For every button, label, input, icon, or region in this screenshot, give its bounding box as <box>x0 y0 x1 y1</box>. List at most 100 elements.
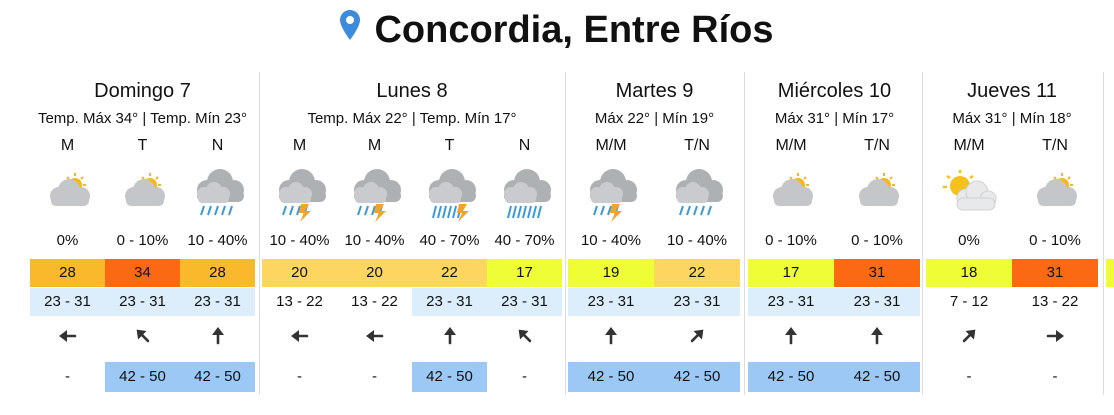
period-column: M/M 10 - 40% 19 23 - 31 42 - 50 <box>568 72 654 395</box>
period-label: T/N <box>864 137 890 154</box>
wind-gust-cell: - <box>522 368 527 385</box>
day-separator <box>922 72 923 395</box>
temperature-cell: 28 <box>30 259 105 287</box>
partly-cloudy-icon <box>1024 160 1086 222</box>
period-label: M/M <box>775 137 807 154</box>
period-column: M 10 - 40% 20 13 - 22 - <box>337 72 412 395</box>
day-name: Lunes 8 <box>376 80 448 102</box>
wind-gust-cell: 42 - 50 <box>105 362 180 392</box>
wind-gust-cell: - <box>966 368 972 385</box>
rain-probability: 0 - 10% <box>851 232 903 249</box>
period-label: M <box>292 137 307 154</box>
arrow-up-right-icon <box>926 325 1012 355</box>
day-separator <box>744 72 745 395</box>
temperature-range-cell: 23 - 31 <box>30 288 105 316</box>
day-name: Jueves 11 <box>967 80 1057 102</box>
wind-gust-cell: - <box>297 368 302 385</box>
thunderstorm-icon <box>269 160 331 222</box>
temperature-range-cell: 13 - 22 <box>351 293 398 310</box>
temperature-cell: 17 <box>487 259 562 287</box>
temperature-range-cell: 23 - 31 <box>654 288 740 316</box>
day-separator <box>565 72 566 395</box>
arrow-left-icon <box>337 325 412 355</box>
period-column: T/N 0 - 10% 31 13 - 22 - <box>1012 72 1098 395</box>
rain-probability: 0 - 10% <box>116 232 169 249</box>
wind-gust-cell: 42 - 50 <box>748 362 834 392</box>
period-label: M/M <box>595 137 627 154</box>
day-column: Domingo 7 Temp. Máx 34° | Temp. Mín 23° M 0… <box>30 72 255 395</box>
rain-cloud-icon <box>666 160 728 222</box>
temperature-cell: 17 <box>748 259 834 287</box>
location-pin-icon <box>340 9 361 40</box>
day-temperature-summary: Temp. Máx 22° | Temp. Mín 17° <box>307 110 517 127</box>
temperature-cell: 28 <box>180 259 255 287</box>
period-label: T <box>444 137 455 154</box>
arrow-up-icon <box>834 325 920 355</box>
day-name: Miércoles 10 <box>777 80 892 102</box>
period-column: T 0 - 10% 34 23 - 31 42 - 50 <box>105 72 180 395</box>
day-name: Domingo 7 <box>94 80 191 102</box>
day-column: Miércoles 10 Máx 31° | Mín 17° M/M 0 - 10% 1… <box>748 72 921 395</box>
temperature-cell: 34 <box>105 259 180 287</box>
period-label: T/N <box>1042 137 1068 154</box>
arrow-left-icon <box>30 325 105 355</box>
day-temperature-summary: Máx 22° | Mín 19° <box>594 110 715 127</box>
temperature-range-cell: 23 - 31 <box>487 288 562 316</box>
thunderstorm-icon <box>344 160 406 222</box>
temperature-range-cell: 13 - 22 <box>276 293 323 310</box>
temperature-cell: 20 <box>337 259 412 287</box>
rain-probability: 0% <box>958 232 980 249</box>
rain-probability: 0 - 10% <box>765 232 817 249</box>
period-column: M/M 0% 18 7 - 12 - <box>926 72 1012 395</box>
thunderstorm-icon <box>580 160 642 222</box>
wind-gust-cell: 42 - 50 <box>412 362 487 392</box>
day-column: Jueves 11 Máx 31° | Mín 18° M/M 0% 18 7 - 12 -… <box>926 72 1098 395</box>
wind-gust-cell: - <box>1052 368 1058 385</box>
temperature-cell: 31 <box>834 259 920 287</box>
heavy-rain-icon <box>494 160 556 222</box>
arrow-left-icon <box>262 325 337 355</box>
day-column: Lunes 8 Temp. Máx 22° | Temp. Mín 17° M 10 … <box>262 72 562 395</box>
arrow-up-left-icon <box>487 325 562 355</box>
temperature-cell: 18 <box>926 259 1012 287</box>
day-name: Martes 9 <box>615 80 694 102</box>
temperature-range-cell: 23 - 31 <box>180 288 255 316</box>
arrow-up-right-icon <box>654 325 740 355</box>
rain-probability: 0% <box>56 232 79 249</box>
period-column: N 10 - 40% 28 23 - 31 42 - 50 <box>180 72 255 395</box>
partly-cloudy-icon <box>846 160 908 222</box>
temperature-cell: 22 <box>412 259 487 287</box>
period-column: N 40 - 70% 17 23 - 31 - <box>487 72 562 395</box>
arrow-up-icon <box>180 325 255 355</box>
temperature-range-cell: 23 - 31 <box>412 288 487 316</box>
day-temperature-summary: Máx 31° | Mín 18° <box>952 110 1072 127</box>
wind-gust-cell: 42 - 50 <box>654 362 740 392</box>
arrow-up-icon <box>412 325 487 355</box>
temperature-cell: 20 <box>262 259 337 287</box>
temperature-range-cell: 23 - 31 <box>748 288 834 316</box>
period-column: M 0% 28 23 - 31 - <box>30 72 105 395</box>
period-label: T <box>137 137 148 154</box>
rain-probability: 40 - 70% <box>419 232 480 249</box>
heavy-thunderstorm-icon <box>419 160 481 222</box>
partly-cloudy-icon <box>37 160 99 222</box>
temperature-range-cell: 23 - 31 <box>105 288 180 316</box>
partly-cloudy-icon <box>112 160 174 222</box>
temperature-cell: 31 <box>1012 259 1098 287</box>
period-label: N <box>211 137 224 154</box>
page-title: Concordia, Entre Ríos <box>0 8 1114 52</box>
period-column: M 10 - 40% 20 13 - 22 - <box>262 72 337 395</box>
rain-probability: 10 - 40% <box>187 232 248 249</box>
arrow-up-left-icon <box>105 325 180 355</box>
wind-gust-cell: 42 - 50 <box>834 362 920 392</box>
rain-probability: 40 - 70% <box>494 232 555 249</box>
day-separator <box>1103 72 1104 395</box>
period-label: M/M <box>953 137 985 154</box>
period-column: T 40 - 70% 22 23 - 31 42 - 50 <box>412 72 487 395</box>
wind-gust-cell: 42 - 50 <box>568 362 654 392</box>
temperature-cell <box>1106 259 1114 287</box>
period-column: T/N 10 - 40% 22 23 - 31 42 - 50 <box>654 72 740 395</box>
arrow-up-icon <box>748 325 834 355</box>
partly-cloudy-icon <box>760 160 822 222</box>
arrow-up-icon <box>568 325 654 355</box>
